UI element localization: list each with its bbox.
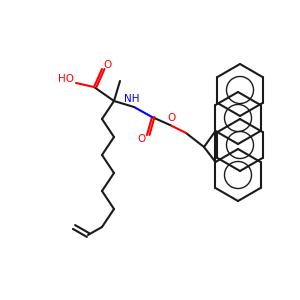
Text: NH: NH — [124, 94, 140, 104]
Text: HO: HO — [58, 74, 74, 84]
Text: O: O — [168, 113, 176, 123]
Text: O: O — [137, 134, 145, 144]
Text: O: O — [104, 60, 112, 70]
